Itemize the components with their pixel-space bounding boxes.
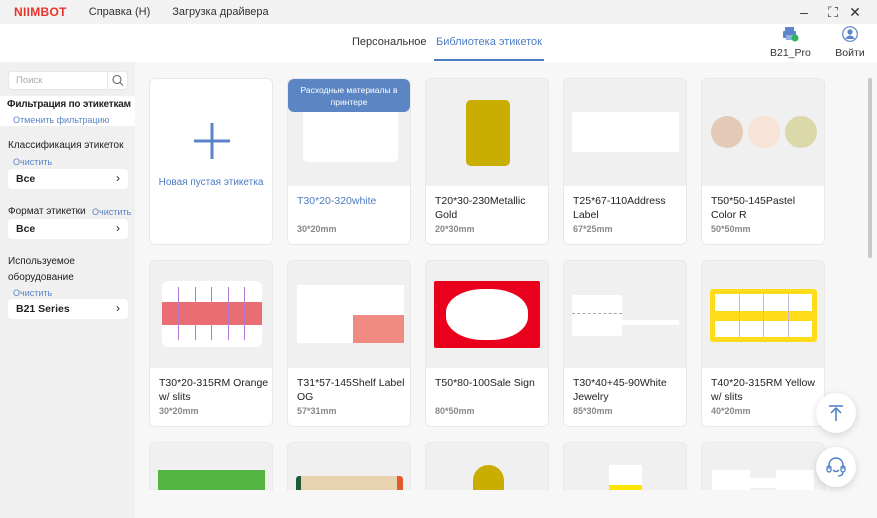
label-thumbnail — [564, 79, 686, 186]
label-thumbnail — [426, 261, 548, 368]
support-button[interactable] — [816, 447, 856, 487]
format-select[interactable]: Все › — [8, 219, 128, 239]
maximize-icon[interactable]: ⛶ — [828, 4, 838, 20]
label-name: T30*20-315RM Orange w/ slits — [159, 377, 269, 403]
sidebar: Поиск Фильтрация по этикеткам Отменить ф… — [0, 62, 135, 518]
label-card[interactable] — [425, 442, 549, 490]
label-thumbnail — [702, 443, 824, 490]
label-name: T31*57-145Shelf Label OG — [297, 377, 405, 403]
tab-label-library[interactable]: Библиотека этикеток — [434, 36, 544, 61]
tab-personal[interactable]: Персональное — [352, 36, 427, 48]
format-label: Формат этикетки — [8, 206, 86, 217]
label-card[interactable]: T31*57-145Shelf Label OG 57*31mm — [287, 260, 411, 427]
label-name: T40*20-315RM Yellow w/ slits — [711, 377, 815, 403]
new-label-card[interactable]: Новая пустая этикетка — [149, 78, 273, 245]
label-card[interactable]: T25*67-110Address Label 67*25mm — [563, 78, 687, 245]
equipment-clear[interactable]: Очистить — [13, 288, 53, 298]
equipment-select[interactable]: B21 Series › — [8, 299, 128, 319]
format-value: Все — [16, 223, 36, 235]
printer-icon — [783, 27, 799, 42]
label-name: T20*30-230Metallic Gold — [435, 195, 526, 221]
label-name: T30*20-320white — [297, 195, 377, 207]
label-thumbnail — [288, 443, 410, 490]
label-card[interactable] — [563, 442, 687, 490]
label-name: T25*67-110Address Label — [573, 195, 666, 221]
label-size: 85*30mm — [573, 406, 613, 416]
classification-select[interactable]: Все › — [8, 169, 128, 189]
in-printer-badge: Расходные материалы в принтере — [288, 79, 410, 112]
menu-help[interactable]: Справка (H) — [88, 6, 151, 18]
scroll-top-button[interactable] — [816, 393, 856, 433]
label-card[interactable]: Расходные материалы в принтере T30*20-320… — [287, 78, 411, 245]
label-card[interactable]: T50*50-145Pastel Color R 50*50mm — [701, 78, 825, 245]
menu-driver-download[interactable]: Загрузка драйвера — [172, 6, 269, 18]
label-size: 20*30mm — [435, 224, 475, 234]
label-size: 30*20mm — [297, 224, 337, 234]
search-input[interactable]: Поиск — [8, 71, 128, 90]
label-card[interactable]: T40*20-315RM Yellow w/ slits 40*20mm — [701, 260, 825, 427]
label-size: 67*25mm — [573, 224, 613, 234]
label-card[interactable]: T30*40+45-90White Jewelry 85*30mm — [563, 260, 687, 427]
classification-clear[interactable]: Очистить — [13, 157, 53, 167]
filter-title: Фильтрация по этикеткам — [7, 99, 131, 110]
classification-value: Все — [16, 173, 36, 185]
arrow-up-icon — [829, 405, 843, 421]
label-card[interactable]: T20*30-230Metallic Gold 20*30mm — [425, 78, 549, 245]
login-label: Войти — [835, 47, 865, 59]
scrollbar[interactable] — [868, 78, 872, 258]
header: Персональное Библиотека этикеток B21_Pro… — [0, 24, 877, 62]
label-thumbnail — [150, 261, 272, 368]
filter-section: Фильтрация по этикеткам Отменить фильтра… — [0, 96, 135, 126]
headset-icon — [826, 457, 846, 477]
chevron-right-icon: › — [116, 301, 120, 315]
label-size: 50*50mm — [711, 224, 751, 234]
equipment-label: Используемое оборудование — [8, 256, 75, 283]
plus-icon — [194, 123, 230, 159]
label-name: T50*80-100Sale Sign — [435, 377, 535, 389]
label-thumbnail — [564, 261, 686, 368]
close-icon[interactable]: ✕ — [849, 4, 861, 20]
label-size: 80*50mm — [435, 406, 475, 416]
label-thumbnail — [426, 79, 548, 186]
user-icon — [842, 26, 858, 42]
label-thumbnail — [702, 79, 824, 186]
label-thumbnail — [564, 443, 686, 490]
classification-label: Классификация этикеток — [8, 140, 124, 151]
chevron-right-icon: › — [116, 221, 120, 235]
title-bar: NIIMBOT Справка (H) Загрузка драйвера – … — [0, 0, 877, 24]
label-name: T50*50-145Pastel Color R — [711, 195, 796, 221]
label-size: 30*20mm — [159, 406, 199, 416]
label-size: 40*20mm — [711, 406, 751, 416]
label-thumbnail — [288, 261, 410, 368]
cancel-filter-link[interactable]: Отменить фильтрацию — [13, 115, 110, 125]
label-thumbnail — [150, 443, 272, 490]
chevron-right-icon: › — [116, 171, 120, 185]
label-card[interactable]: T30*20-315RM Orange w/ slits 30*20mm — [149, 260, 273, 427]
label-card[interactable] — [149, 442, 273, 490]
label-card[interactable]: T50*80-100Sale Sign 80*50mm — [425, 260, 549, 427]
label-thumbnail — [702, 261, 824, 368]
label-thumbnail — [426, 443, 548, 490]
login-button[interactable]: Войти — [832, 26, 868, 59]
search-icon[interactable] — [107, 72, 127, 89]
niimbot-logo: NIIMBOT — [14, 5, 67, 19]
new-label-text: Новая пустая этикетка — [158, 177, 264, 188]
label-name: T30*40+45-90White Jewelry — [573, 377, 667, 403]
label-card[interactable] — [701, 442, 825, 490]
printer-button[interactable]: B21_Pro — [770, 26, 811, 59]
search-placeholder: Поиск — [16, 75, 43, 86]
format-clear[interactable]: Очистить — [92, 207, 132, 217]
printer-name: B21_Pro — [770, 47, 811, 59]
label-card[interactable] — [287, 442, 411, 490]
label-size: 57*31mm — [297, 406, 337, 416]
equipment-value: B21 Series — [16, 303, 70, 315]
minimize-icon[interactable]: – — [800, 4, 808, 20]
